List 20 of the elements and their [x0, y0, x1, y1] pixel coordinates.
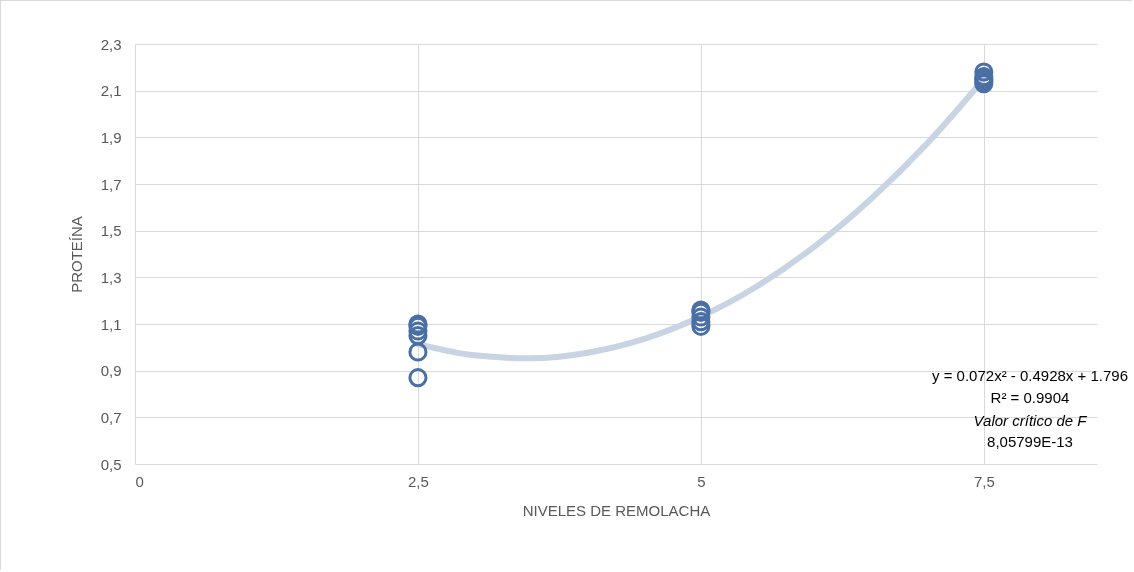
y-tick-label: 2,3 [100, 35, 122, 53]
annotation: 8,05799E-13 [987, 433, 1073, 450]
y-tick-label: 0,9 [100, 362, 122, 380]
y-tick-label: 2,1 [100, 82, 122, 100]
x-tick-label: 2,5 [408, 472, 429, 490]
y-tick-label: 1,7 [100, 175, 122, 193]
y-tick-label: 0,5 [100, 455, 122, 473]
y-tick-label: 1,5 [100, 222, 122, 240]
x-tick-label: 0 [135, 472, 144, 490]
x-tick-label: 5 [697, 472, 706, 490]
y-axis-title: PROTEÍNA [67, 216, 85, 293]
x-axis-title: NIVELES DE REMOLACHA [522, 501, 711, 519]
y-tick-label: 1,3 [100, 268, 122, 286]
y-tick-label: 1,1 [100, 315, 122, 333]
annotation: y = 0.072x² - 0.4928x + 1.796 [932, 367, 1128, 384]
annotation: R² = 0.9904 [990, 389, 1070, 406]
y-tick-label: 0,7 [100, 408, 122, 426]
x-tick-label: 7,5 [973, 472, 995, 490]
annotation: Valor crítico de F [973, 412, 1088, 429]
y-tick-label: 1,9 [100, 128, 122, 146]
